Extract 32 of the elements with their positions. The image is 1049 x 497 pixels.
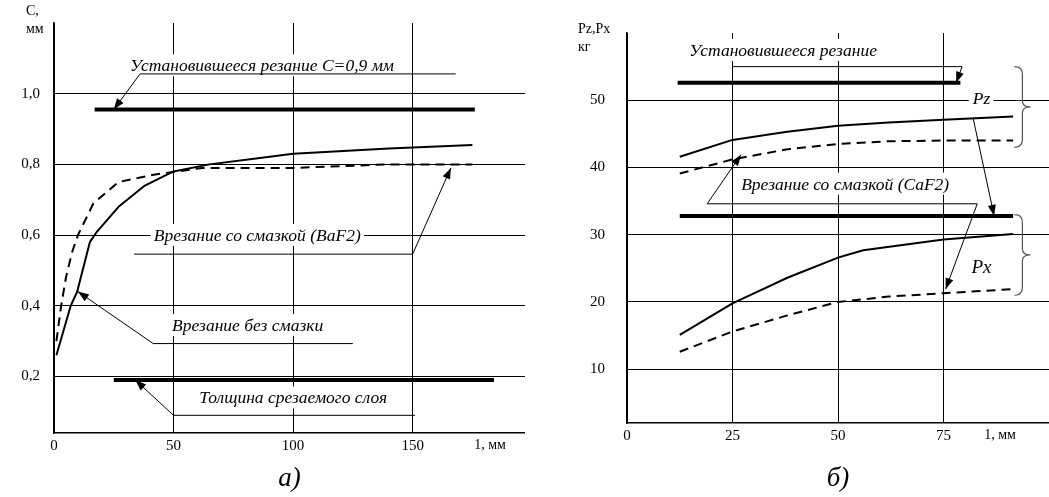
annotation: Толщина срезаемого слоя bbox=[199, 387, 388, 408]
x-tick-label: 25 bbox=[725, 426, 740, 443]
y-tick-label: 20 bbox=[590, 292, 605, 309]
annotation: Врезание со смазкой (BaF2) bbox=[153, 224, 361, 245]
y-tick-label: 0,8 bbox=[21, 155, 40, 172]
text: a) bbox=[278, 462, 301, 493]
text: б) bbox=[826, 462, 850, 493]
x-tick-label: 150 bbox=[401, 436, 424, 453]
y-tick-label: 0,2 bbox=[21, 367, 40, 384]
y-tick-label: 30 bbox=[590, 225, 605, 242]
annotation: Установившееся резание С=0,9 мм bbox=[130, 55, 395, 76]
x-axis-title: 1, мм bbox=[474, 437, 506, 453]
y-tick-label: 10 bbox=[590, 360, 605, 377]
x-tick-label: 0 bbox=[623, 426, 631, 443]
x-tick-label: 75 bbox=[936, 426, 951, 443]
annotation: Врезание со смазкой (CaF2) bbox=[741, 173, 950, 194]
y-tick-label: 40 bbox=[590, 158, 605, 175]
y-tick-label: 1,0 bbox=[21, 84, 40, 101]
annotation: Px bbox=[970, 255, 993, 277]
annotation: Врезание без смазки bbox=[172, 314, 324, 335]
x-tick-label: 50 bbox=[166, 436, 182, 453]
x-tick-label: 50 bbox=[830, 426, 846, 443]
y-axis-title: Pz,Px кг bbox=[578, 20, 612, 56]
y-tick-label: 0,6 bbox=[21, 226, 41, 243]
x-tick-label: 100 bbox=[281, 436, 305, 453]
x-axis-title: 1, мм bbox=[984, 427, 1016, 443]
y-tick-label: 0,4 bbox=[21, 296, 41, 313]
x-tick-label: 0 bbox=[50, 436, 58, 453]
y-axis-title: С, мм bbox=[26, 2, 45, 38]
annotation: Pz bbox=[971, 88, 991, 109]
y-tick-label: 50 bbox=[590, 91, 605, 108]
annotation: Установившееся резание bbox=[689, 39, 878, 60]
